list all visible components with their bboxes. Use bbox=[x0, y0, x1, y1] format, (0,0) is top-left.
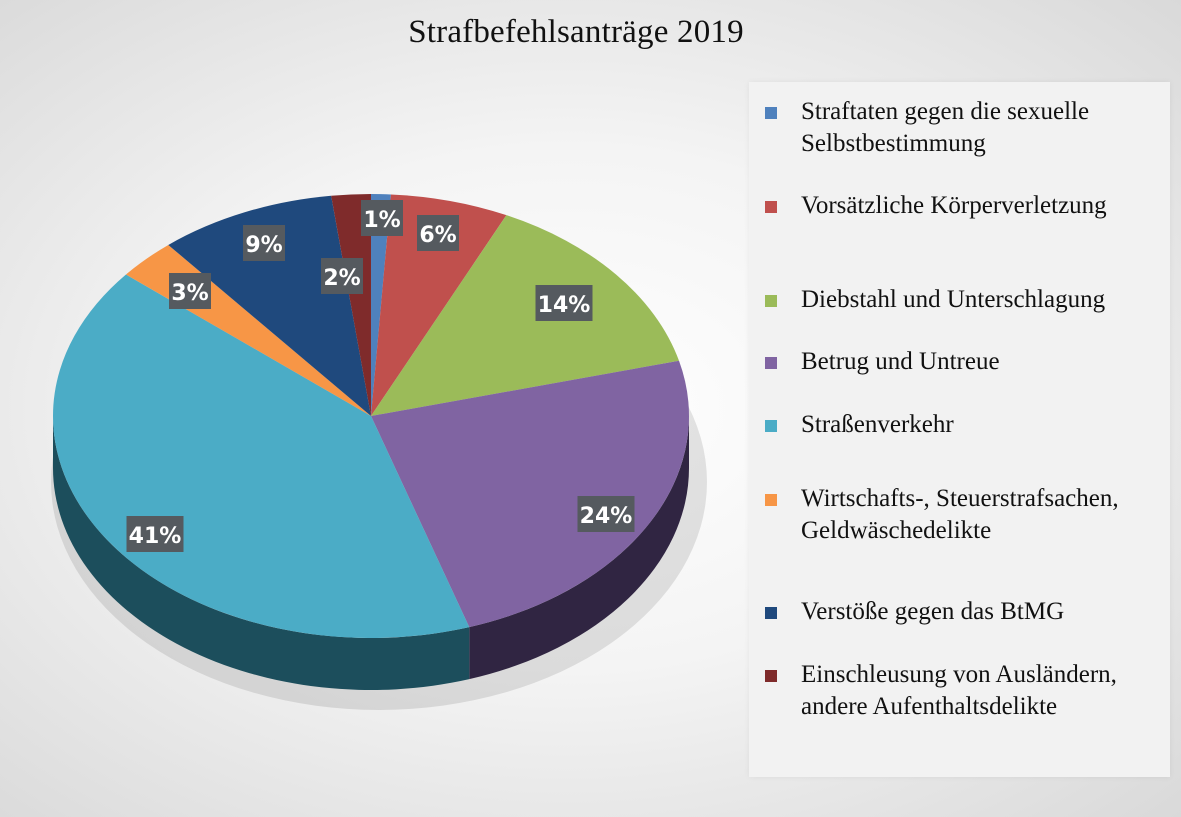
data-label-1: 6% bbox=[417, 215, 459, 251]
data-label-0: 1% bbox=[361, 200, 403, 236]
legend-label: Diebstahl und Unterschlagung bbox=[801, 286, 1106, 313]
pie-side-walls bbox=[53, 416, 689, 690]
legend-label: Vorsätzliche Körperverletzung bbox=[801, 192, 1107, 219]
data-label-text: 3% bbox=[171, 281, 208, 306]
data-label-6: 9% bbox=[243, 225, 285, 261]
chart-title: Strafbefehlsanträge 2019 bbox=[408, 14, 744, 50]
legend-label: Straßenverkehr bbox=[801, 411, 954, 438]
data-label-text: 1% bbox=[363, 208, 400, 233]
data-label-box bbox=[321, 258, 363, 294]
legend-swatch-icon bbox=[765, 295, 777, 307]
data-label-7: 2% bbox=[321, 258, 363, 294]
legend-label: Wirtschafts-, Steuerstrafsachen, Geldwäs… bbox=[801, 485, 1119, 544]
data-label-4: 41% bbox=[126, 516, 184, 552]
data-label-2: 14% bbox=[535, 285, 593, 321]
pie-side-4 bbox=[53, 416, 470, 690]
data-label-box bbox=[126, 516, 184, 552]
data-label-box bbox=[535, 285, 593, 321]
pie-slice-7 bbox=[331, 194, 371, 416]
legend-swatch-icon bbox=[765, 494, 777, 506]
data-label-text: 41% bbox=[129, 524, 182, 549]
legend-swatch-icon bbox=[765, 670, 777, 682]
legend-swatch-icon bbox=[765, 607, 777, 619]
data-label-text: 14% bbox=[538, 293, 591, 318]
legend: Straftaten gegen die sexuelle Selbstbest… bbox=[749, 82, 1170, 777]
legend-label: Straftaten gegen die sexuelle Selbstbest… bbox=[801, 98, 1090, 157]
data-label-box bbox=[169, 273, 211, 309]
data-label-box bbox=[361, 200, 403, 236]
data-label-5: 3% bbox=[169, 273, 211, 309]
legend-label: Betrug und Untreue bbox=[801, 348, 1000, 375]
pie-slice-3 bbox=[371, 360, 689, 628]
pie-slice-1 bbox=[371, 194, 507, 416]
legend-swatch-icon bbox=[765, 420, 777, 432]
data-label-text: 2% bbox=[323, 266, 360, 291]
legend-swatch-icon bbox=[765, 357, 777, 369]
legend-swatch-icon bbox=[765, 107, 777, 119]
data-label-3: 24% bbox=[577, 496, 635, 532]
data-label-box bbox=[577, 496, 635, 532]
pie-slice-2 bbox=[371, 215, 680, 416]
data-label-box bbox=[243, 225, 285, 261]
legend-label: Verstöße gegen das BtMG bbox=[801, 598, 1065, 625]
data-label-text: 6% bbox=[419, 223, 456, 248]
data-label-text: 9% bbox=[245, 233, 282, 258]
data-label-box bbox=[417, 215, 459, 251]
pie-slice-6 bbox=[168, 195, 371, 416]
legend-label: Einschleusung von Ausländern, andere Auf… bbox=[801, 661, 1117, 720]
pie-side-3 bbox=[469, 416, 689, 680]
data-label-text: 24% bbox=[580, 504, 633, 529]
legend-swatch-icon bbox=[765, 201, 777, 213]
pie-slice-0 bbox=[371, 194, 391, 416]
